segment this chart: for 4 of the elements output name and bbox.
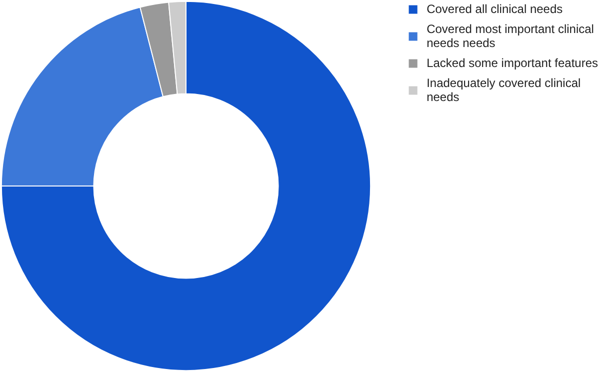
legend-label: Lacked some important features bbox=[426, 56, 598, 70]
legend-label: Inadequately covered clinical needs bbox=[426, 76, 581, 104]
legend-label: Covered most important clinical needs needs bbox=[426, 22, 594, 50]
legend-label: Covered all clinical needs bbox=[426, 2, 563, 16]
